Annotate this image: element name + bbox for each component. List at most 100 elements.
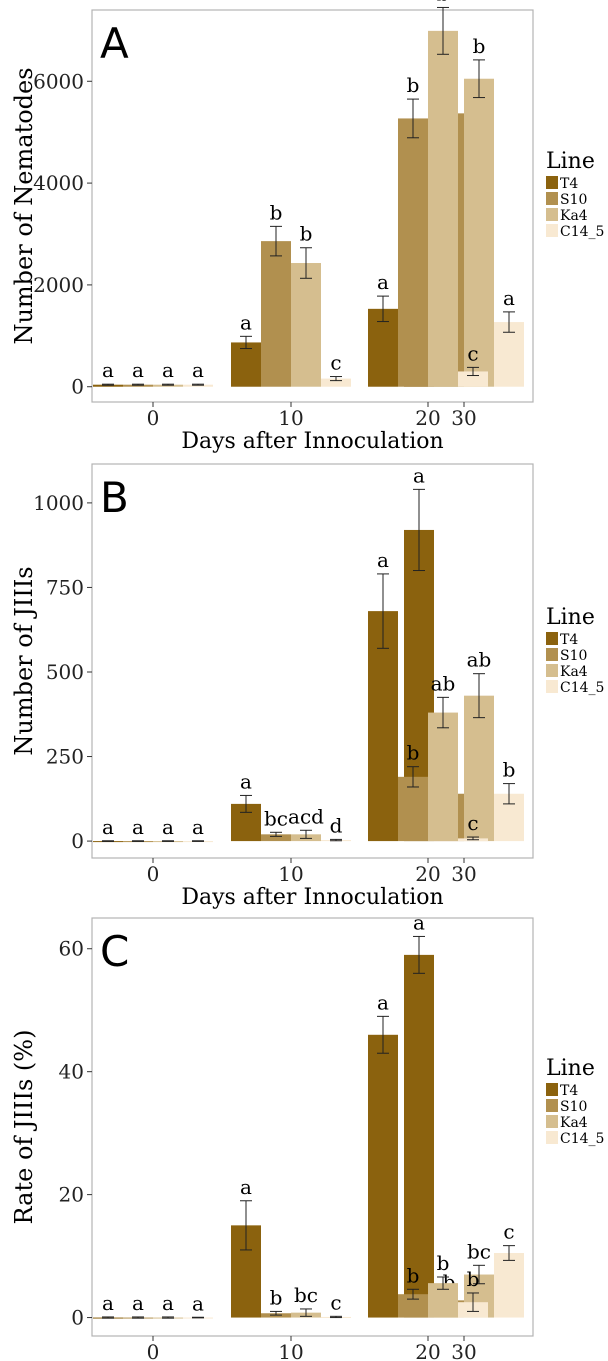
- legend-swatch: [546, 176, 558, 189]
- y-tick-label: 0: [71, 829, 84, 853]
- significance-letter: acd: [288, 804, 324, 828]
- significance-letter: b: [270, 1285, 283, 1309]
- legend-swatch: [546, 664, 558, 677]
- panel-label: C: [100, 927, 129, 976]
- legend-entry: C14_5: [560, 1131, 604, 1147]
- plot-frame: [91, 917, 534, 1337]
- significance-letter: a: [132, 358, 144, 382]
- chart-panel-a: A02000400060000102030aaaaabbbabbbaccaDay…: [10, 0, 604, 454]
- bar: [291, 263, 321, 387]
- bar: [321, 378, 351, 387]
- significance-letter: a: [503, 286, 515, 310]
- bar: [261, 834, 291, 842]
- x-tick-label: 30: [451, 1340, 476, 1361]
- significance-letter: b: [437, 0, 450, 5]
- significance-letter: a: [162, 358, 174, 382]
- significance-letter: a: [240, 1175, 252, 1199]
- significance-letter: a: [162, 1291, 174, 1315]
- legend-entry: Ka4: [560, 208, 588, 224]
- bar: [494, 1253, 524, 1318]
- significance-letter: a: [132, 815, 144, 839]
- significance-letter: a: [240, 769, 252, 793]
- legend-entry: C14_5: [560, 680, 604, 696]
- significance-letter: a: [413, 910, 425, 934]
- x-tick-label: 10: [278, 406, 303, 430]
- bar: [153, 384, 183, 387]
- legend-entry: T4: [560, 632, 578, 648]
- significance-letter: a: [192, 815, 204, 839]
- bar: [494, 322, 524, 387]
- legend-entry: T4: [560, 1083, 578, 1099]
- legend-entry: S10: [560, 192, 587, 208]
- significance-letter: b: [503, 758, 516, 782]
- y-tick-label: 1000: [33, 491, 84, 515]
- y-axis-label: Number of Nematodes: [10, 67, 38, 344]
- significance-letter: d: [330, 813, 343, 837]
- legend-swatch: [546, 208, 558, 221]
- bar: [261, 241, 291, 387]
- y-tick-label: 2000: [33, 273, 84, 297]
- significance-letter: a: [102, 1291, 114, 1315]
- y-tick-label: 250: [46, 745, 84, 769]
- legend-entry: Ka4: [560, 1115, 588, 1131]
- significance-letter: ab: [467, 648, 492, 672]
- significance-letter: b: [407, 741, 420, 765]
- legend-title: Line: [546, 605, 595, 630]
- significance-letter: a: [102, 815, 114, 839]
- significance-letter: b: [300, 222, 313, 246]
- bar: [398, 776, 428, 842]
- significance-letter: a: [192, 358, 204, 382]
- significance-letter: b: [437, 1251, 450, 1275]
- legend-swatch: [546, 1083, 558, 1096]
- chart-panel-b: B025050075010000102030aaaaabcbbaacdababa…: [10, 463, 604, 910]
- significance-letter: a: [377, 548, 389, 572]
- x-tick-label: 0: [147, 1340, 160, 1361]
- bar: [368, 1034, 398, 1318]
- bar: [404, 954, 434, 1318]
- bar: [464, 695, 494, 842]
- bar: [231, 342, 261, 387]
- bar: [123, 384, 153, 387]
- legend-swatch: [546, 1131, 558, 1144]
- y-tick-label: 0: [71, 375, 84, 399]
- legend-entry: S10: [560, 648, 587, 664]
- y-axis-label: Number of JIIIs: [10, 566, 38, 755]
- x-tick-label: 20: [415, 862, 440, 886]
- x-tick-label: 30: [451, 862, 476, 886]
- x-tick-label: 20: [415, 406, 440, 430]
- x-axis-label: Days after Innoculation: [181, 885, 443, 910]
- significance-letter: bc: [467, 1239, 491, 1263]
- significance-letter: a: [162, 815, 174, 839]
- bar: [183, 384, 213, 387]
- legend-swatch: [546, 192, 558, 205]
- bar: [464, 78, 494, 387]
- y-tick-label: 4000: [33, 171, 84, 195]
- x-tick-label: 10: [278, 862, 303, 886]
- significance-letter: a: [192, 1291, 204, 1315]
- bar: [428, 712, 458, 842]
- significance-letter: c: [467, 341, 478, 365]
- significance-letter: a: [240, 310, 252, 334]
- y-tick-label: 500: [46, 660, 84, 684]
- bar: [368, 611, 398, 842]
- x-tick-label: 30: [451, 406, 476, 430]
- significance-letter: b: [467, 1267, 480, 1291]
- significance-letter: bc: [294, 1283, 318, 1307]
- significance-letter: a: [377, 270, 389, 294]
- legend-swatch: [546, 632, 558, 645]
- x-tick-label: 0: [147, 406, 160, 430]
- panel-label: B: [100, 473, 129, 522]
- legend-entry: C14_5: [560, 224, 604, 240]
- y-tick-label: 0: [71, 1306, 84, 1330]
- chart-panel-c: C02040600102030aaaaabbbabcbbcacbcDays af…: [10, 910, 604, 1361]
- legend-swatch: [546, 648, 558, 661]
- x-axis-label: Days after Innoculation: [181, 429, 443, 454]
- legend-swatch: [546, 224, 558, 237]
- x-tick-label: 20: [415, 1340, 440, 1361]
- panel-label: A: [100, 19, 129, 68]
- legend-swatch: [546, 680, 558, 693]
- significance-letter: c: [503, 1220, 514, 1244]
